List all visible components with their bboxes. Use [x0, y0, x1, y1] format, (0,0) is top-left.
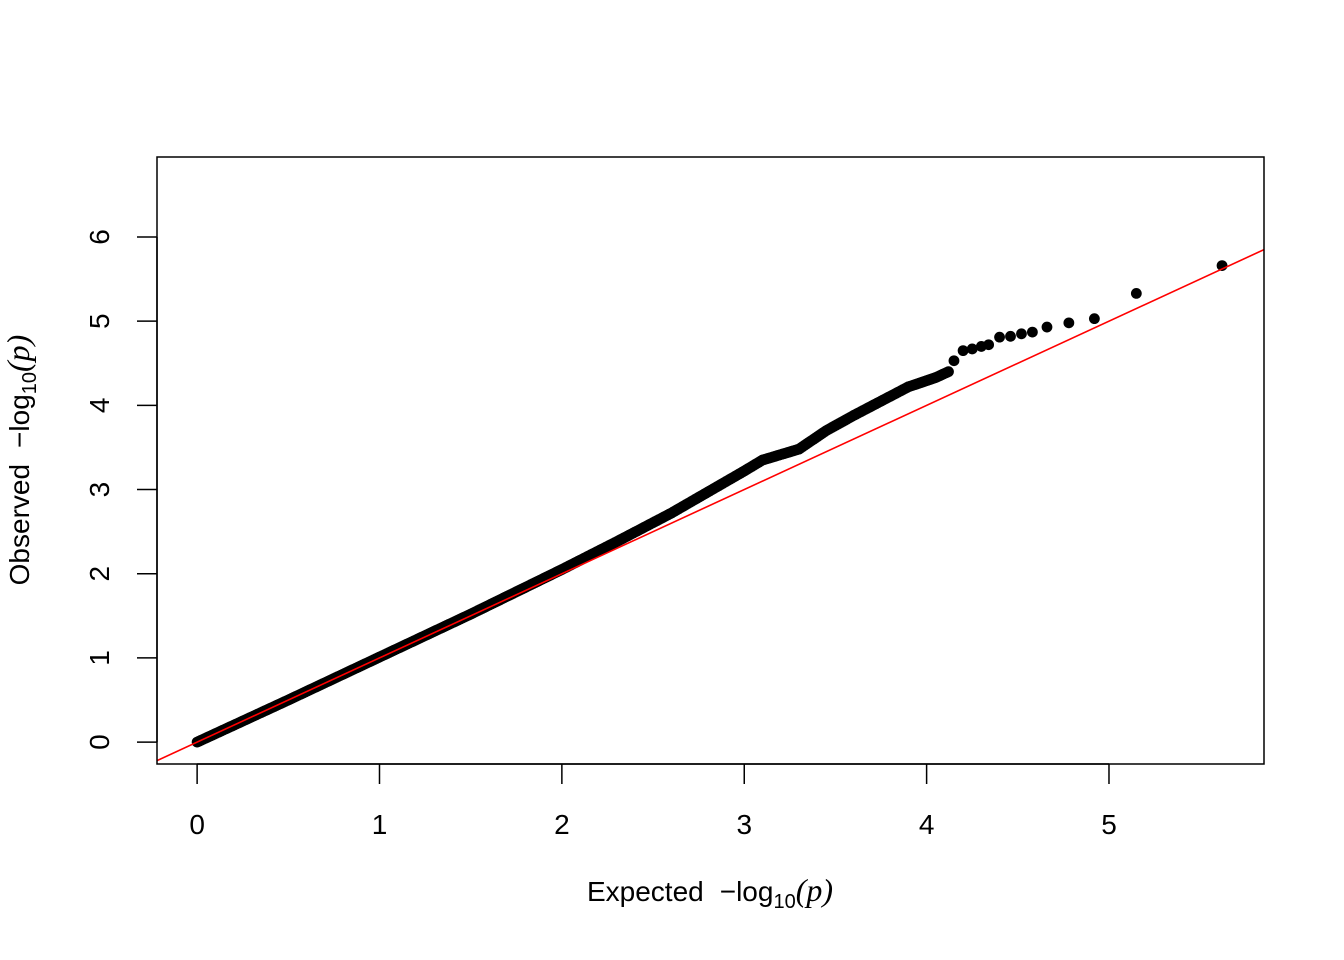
data-point — [966, 343, 978, 355]
y-axis: 0 1 2 3 4 5 6 — [84, 229, 158, 750]
data-point — [1041, 321, 1053, 333]
reference-line — [157, 248, 1264, 762]
x-tick-label: 4 — [919, 809, 935, 840]
x-tick-label: 1 — [372, 809, 388, 840]
x-axis-title: Expected −log10(p) — [587, 872, 833, 913]
y-tick-label: 3 — [84, 482, 115, 498]
data-point — [1005, 330, 1016, 342]
data-point — [994, 331, 1005, 343]
y-tick-label: 1 — [84, 650, 115, 666]
x-tick-label: 5 — [1101, 809, 1117, 840]
x-axis: 0 1 2 3 4 5 — [189, 763, 1117, 840]
x-tick-label: 0 — [189, 809, 205, 840]
y-tick-label: 5 — [84, 313, 115, 329]
data-point — [957, 345, 969, 357]
y-tick-label: 2 — [84, 566, 115, 582]
y-axis-title: Observed−log10(p) — [0, 335, 41, 586]
x-tick-label: 3 — [736, 809, 752, 840]
data-point — [1088, 313, 1100, 325]
data-point — [1026, 326, 1038, 338]
data-point — [1304, 173, 1315, 184]
y-tick-label: 4 — [84, 398, 115, 414]
observed-points — [191, 173, 1315, 748]
data-point — [1130, 287, 1142, 299]
data-point — [983, 339, 995, 351]
y-tick-label: 0 — [84, 734, 115, 750]
x-tick-label: 2 — [554, 809, 570, 840]
data-point — [948, 355, 960, 367]
data-point — [1063, 317, 1075, 329]
data-point — [1016, 328, 1027, 340]
data-point — [943, 366, 954, 378]
y-tick-label: 6 — [84, 229, 115, 245]
plot-frame — [156, 156, 1265, 765]
